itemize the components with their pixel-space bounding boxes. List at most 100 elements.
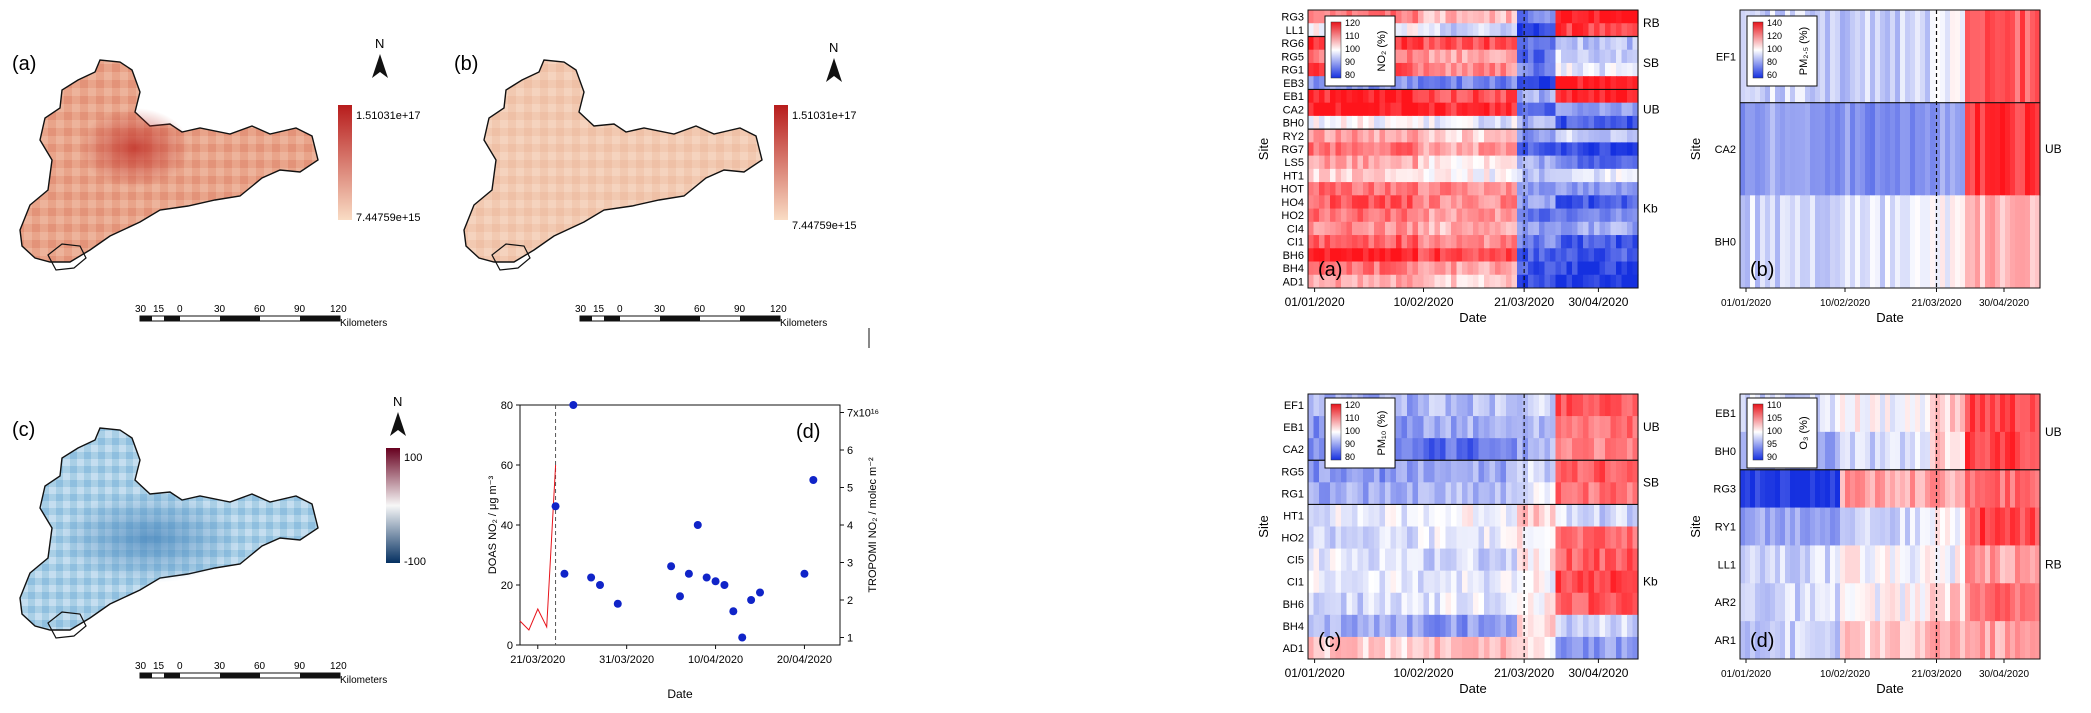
y-axis-label: Site <box>1688 138 1703 160</box>
heatmap-cell <box>1561 460 1568 483</box>
heatmap-cell <box>1940 102 1946 196</box>
heatmap-cell <box>1950 431 1956 471</box>
heatmap-cell <box>1401 89 1408 104</box>
heatmap-cell <box>1572 416 1579 439</box>
heatmap-cell <box>1632 155 1639 170</box>
heatmap-cell <box>1539 36 1546 51</box>
heatmap-cell <box>1550 570 1557 594</box>
heatmap-cell <box>1860 621 1866 660</box>
legend-tick-label: 100 <box>1767 426 1782 436</box>
heatmap-cell <box>1396 636 1403 660</box>
heatmap-cell <box>1594 102 1601 117</box>
x-tick-label: 10/04/2020 <box>688 654 743 666</box>
heatmap-cell <box>1368 504 1375 527</box>
heatmap-cell <box>1478 195 1485 209</box>
heatmap-cell <box>2005 469 2011 508</box>
heatmap-cell <box>1456 592 1463 616</box>
heatmap-cell <box>1588 23 1595 37</box>
heatmap-cell <box>1418 142 1425 157</box>
heatmap-cell <box>1588 221 1595 236</box>
heatmap-cell <box>1627 49 1634 64</box>
heatmap-cell <box>1462 416 1469 439</box>
heatmap-cell <box>1621 235 1628 249</box>
heatmap-cell <box>1363 482 1370 505</box>
heatmap-cell <box>1412 62 1419 77</box>
scatter-point-tropomi <box>560 569 569 578</box>
heatmap-cell <box>1379 274 1386 289</box>
heatmap-cell <box>1740 394 1746 433</box>
heatmap-cell <box>1840 621 1846 660</box>
heatmap-cell <box>1363 102 1370 117</box>
heatmap-cell <box>1566 102 1573 117</box>
heatmap-cell <box>1478 614 1485 638</box>
heatmap-cell <box>1965 195 1971 289</box>
heatmap-cell <box>1313 636 1320 660</box>
heatmap-cell <box>1875 431 1881 471</box>
heatmap-cell <box>1456 195 1463 209</box>
heatmap-cell <box>1583 274 1590 289</box>
heatmap-cell <box>1495 115 1502 130</box>
heatmap-cell <box>1341 526 1348 549</box>
heatmap-cell <box>1319 89 1326 104</box>
heatmap-cell <box>1583 49 1590 64</box>
heatmap-cell <box>1451 36 1458 51</box>
heatmap-cell <box>1605 548 1612 572</box>
heatmap-cell <box>1330 221 1337 236</box>
heatmap-cell <box>1533 182 1540 196</box>
heatmap-cell <box>1910 507 1916 546</box>
heatmap-cell <box>1357 592 1364 616</box>
heatmap-cell <box>1610 570 1617 594</box>
heatmap-cell <box>1835 545 1841 584</box>
row-label: LL1 <box>1286 25 1304 37</box>
heatmap-cell <box>1368 548 1375 572</box>
heatmap-cell <box>1335 526 1342 549</box>
heatmap-cell <box>1484 526 1491 549</box>
heatmap-cell <box>1489 438 1496 461</box>
row-label: HT1 <box>1283 170 1304 182</box>
heatmap-cell <box>1820 507 1826 546</box>
heatmap-cell <box>1500 592 1507 616</box>
heatmap-cell <box>1363 261 1370 276</box>
heatmap-cell <box>1621 102 1628 117</box>
heatmap-cell <box>1379 89 1386 104</box>
heatmap-cell <box>1319 570 1326 594</box>
row-label: EB1 <box>1715 408 1736 420</box>
heatmap-cell <box>1528 142 1535 157</box>
heatmap-cell <box>1561 548 1568 572</box>
heatmap-cell <box>1533 416 1540 439</box>
colorbar-max-label: 1.51031e+17 <box>792 110 857 122</box>
heatmap-cell <box>1610 614 1617 638</box>
heatmap-cell <box>1451 221 1458 236</box>
heatmap-cell <box>1820 431 1826 471</box>
heatmap-cell <box>1368 274 1375 289</box>
heatmap-cell <box>1313 129 1320 143</box>
heatmap-cell <box>1401 548 1408 572</box>
heatmap-cell <box>1517 208 1524 223</box>
heatmap-cell <box>1825 102 1831 196</box>
heatmap-cell <box>1539 261 1546 276</box>
heatmap-cell <box>1840 195 1846 289</box>
heatmap-cell <box>1456 416 1463 439</box>
colorbar-min-label: 7.44759e+15 <box>792 220 857 232</box>
heatmap-cell <box>1835 394 1841 433</box>
heatmap-cell <box>1385 261 1392 276</box>
heatmap-cell <box>1522 394 1529 417</box>
heatmap-cell <box>1825 507 1831 546</box>
heatmap-cell <box>1825 621 1831 660</box>
heatmap-cell <box>1319 142 1326 157</box>
heatmap-cell <box>1577 102 1584 117</box>
heatmap-cell <box>1616 102 1623 117</box>
heatmap-cell <box>1478 62 1485 77</box>
heatmap-cell <box>1434 182 1441 196</box>
heatmap-cell <box>1462 460 1469 483</box>
heatmap-cell <box>1790 507 1796 546</box>
heatmap-cell <box>1785 469 1791 508</box>
heatmap-cell <box>1319 235 1326 249</box>
heatmap-cell <box>1960 621 1966 660</box>
heatmap-cell <box>1890 469 1896 508</box>
heatmap-cell <box>1572 208 1579 223</box>
heatmap-cell <box>1440 76 1447 90</box>
heatmap-cell <box>1467 261 1474 276</box>
heatmap-cell <box>1583 235 1590 249</box>
heatmap-cell <box>1462 504 1469 527</box>
